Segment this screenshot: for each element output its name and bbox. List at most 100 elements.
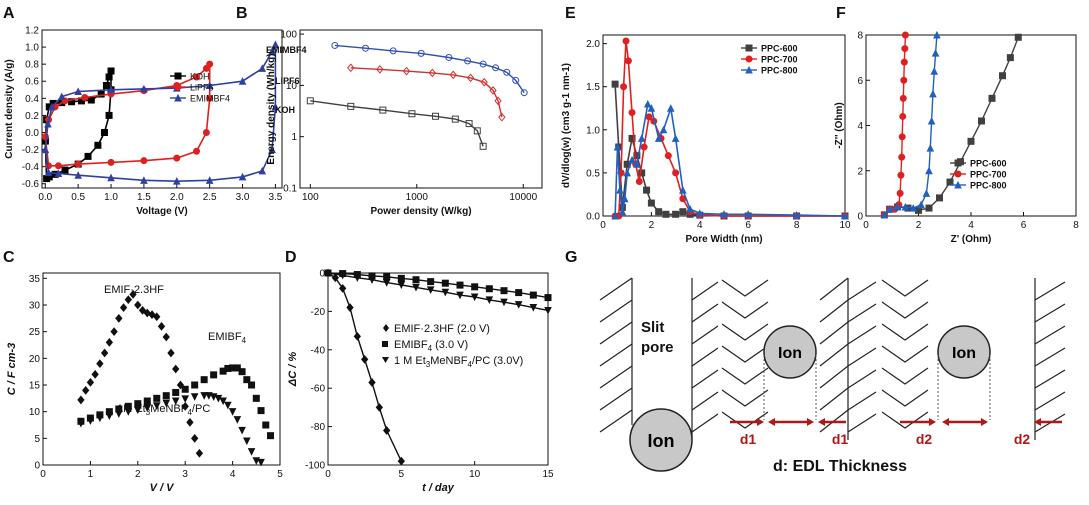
y-tick-label: 1 <box>291 132 297 143</box>
panel-label-g: G <box>565 249 577 266</box>
y-tick-label: 0 <box>34 461 40 472</box>
ion-label-slit: Ion <box>648 431 675 451</box>
x-tick-label: 3.5 <box>268 192 282 203</box>
data-point <box>94 141 102 149</box>
y-tick-label: 1.5 <box>586 82 600 93</box>
data-point <box>623 168 632 177</box>
legend-marker <box>745 44 753 52</box>
data-point <box>205 81 214 90</box>
data-point <box>268 47 276 55</box>
chart-a-cv-curves: 0.0 0.5 1.0 1.5 2.0 2.5 3.0 3.5 -0.6 -0.4 -0.2 0.0 0… <box>4 26 283 218</box>
x-tick-label: 0 <box>600 220 606 231</box>
data-point <box>427 278 435 286</box>
data-point <box>672 169 680 177</box>
data-point <box>917 200 925 209</box>
data-point <box>102 82 110 90</box>
x-axis-label: Voltage (V) <box>136 206 187 217</box>
panel-label-e: E <box>565 5 576 22</box>
data-point <box>885 205 894 213</box>
y-tick-label: -100 <box>305 461 325 472</box>
x-tick-label: 2 <box>916 220 922 231</box>
data-point <box>529 291 537 299</box>
data-point <box>191 381 199 389</box>
y-axis-label: -Z'' (Ohm) <box>834 102 845 148</box>
data-point <box>105 111 113 119</box>
data-point <box>115 410 123 418</box>
data-point <box>44 168 53 177</box>
electrode-wall-left <box>599 277 633 433</box>
legend-menbf-sub: 4 <box>468 360 473 369</box>
data-point <box>138 305 147 315</box>
data-point <box>679 186 687 194</box>
data-point <box>233 416 242 424</box>
data-point <box>489 85 497 95</box>
data-point <box>465 120 473 128</box>
data-point <box>243 376 251 384</box>
x-tick-label: 15 <box>542 469 554 480</box>
chart-f-nyquist-plot: 0 2 4 6 8 0 2 4 6 8 Z' (Ohm) -Z'' (Ohm) PPC-600PPC-7… <box>834 31 1079 246</box>
legend-marker <box>954 170 962 178</box>
y-axis-label: Current density (A/g) <box>4 59 15 158</box>
data-point <box>129 289 137 299</box>
data-point <box>622 37 630 45</box>
legend-marker <box>174 72 182 80</box>
data-point <box>898 153 906 161</box>
data-point <box>153 394 161 402</box>
data-point <box>926 144 935 152</box>
data-point <box>200 376 208 384</box>
data-point <box>654 134 663 142</box>
data-point <box>210 371 218 379</box>
series-label-emimbf4: EMIMBF4 <box>266 45 307 55</box>
legend-marker-triangle-down <box>382 357 389 363</box>
legend-label: PPC-800 <box>970 181 1007 191</box>
legend-marker <box>954 159 962 167</box>
y-axis-label: ΔC / % <box>287 352 299 387</box>
data-point <box>143 404 152 413</box>
y-tick-label: 0.6 <box>25 77 39 88</box>
data-point <box>397 456 405 466</box>
y-tick-label: 2.0 <box>586 39 600 50</box>
data-point <box>664 152 672 160</box>
data-point <box>662 210 670 218</box>
legend-emibf4: EMIBF4 (3.0 V) <box>394 339 468 353</box>
chart-e-pore-size-distribution: 0 2 4 6 8 10 0.0 0.5 1.0 1.5 2.0 Pore Width (nm) dV/… <box>561 34 851 245</box>
x-axis-label: Power density (W/kg) <box>370 206 471 217</box>
plot-frame <box>42 272 281 466</box>
legend-emibf4-rest: (3.0 V) <box>432 339 468 351</box>
x-axis-label: V / V <box>150 482 176 494</box>
plot-frame <box>299 29 543 189</box>
y-tick-label: 2 <box>857 166 863 177</box>
data-point <box>362 44 370 52</box>
data-point <box>512 76 520 84</box>
series-emimbf4 <box>331 41 528 97</box>
data-point <box>74 87 82 95</box>
annotation-et3menbf4-pc: 1M Et3MeNBF4/PC <box>117 403 210 417</box>
data-point <box>107 158 115 166</box>
data-point <box>44 119 52 128</box>
electrode-wall-right <box>1034 278 1066 440</box>
data-point <box>233 364 241 372</box>
data-point <box>206 94 214 102</box>
data-point <box>456 291 464 300</box>
data-point <box>119 303 128 313</box>
data-point <box>900 58 908 66</box>
data-point <box>202 128 210 136</box>
data-point <box>247 448 256 456</box>
chart-c-capacitance-vs-voltage: 0 1 2 3 4 5 0 5 10 15 20 25 30 35 V / V C / F cm-3 <box>6 272 283 494</box>
data-point <box>479 60 487 68</box>
data-point <box>898 133 906 141</box>
data-point <box>643 186 651 194</box>
data-point <box>613 142 622 151</box>
x-tick-label: 6 <box>1021 220 1027 231</box>
ion-label-1: Ion <box>778 345 802 362</box>
data-point <box>172 388 180 396</box>
series-line <box>334 44 525 94</box>
legend-label: PPC-600 <box>761 44 798 54</box>
ion-circle-1 <box>763 325 817 379</box>
y-tick-label: -80 <box>311 422 326 433</box>
series-lipf6 <box>41 60 214 170</box>
data-point <box>695 209 704 217</box>
data-point <box>48 102 56 111</box>
data-point <box>181 385 189 393</box>
data-point <box>115 313 123 323</box>
